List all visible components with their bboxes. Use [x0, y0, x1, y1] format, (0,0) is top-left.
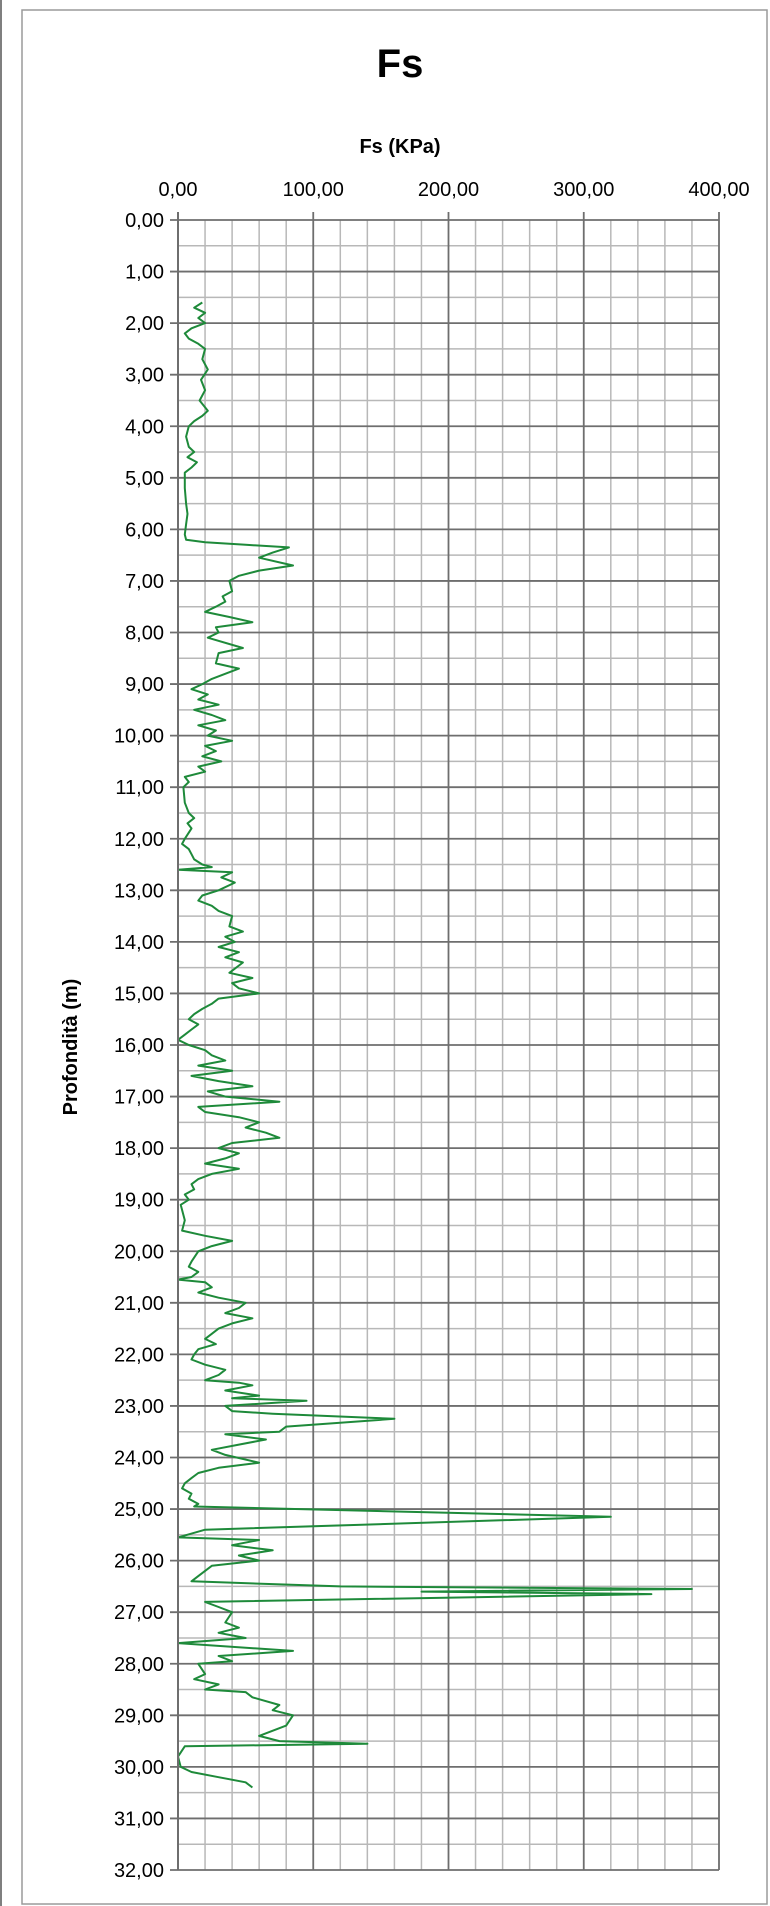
y-tick-label: 11,00: [115, 777, 164, 799]
y-tick-label: 6,00: [125, 519, 164, 541]
y-tick-label: 4,00: [125, 416, 164, 438]
x-axis-label: Fs (KPa): [359, 136, 440, 158]
y-tick-label: 12,00: [114, 829, 164, 851]
fs-series-line: [177, 301, 693, 1789]
y-tick-labels: 0,00 1,00 2,00 3,00 4,00 5,00 6,00 7,00 8,00 9,00…: [114, 210, 164, 1882]
y-tick-label: 19,00: [114, 1190, 164, 1212]
y-tick-label: 18,00: [114, 1138, 164, 1160]
y-tick-label: 28,00: [114, 1654, 164, 1676]
y-tick-label: 32,00: [114, 1860, 164, 1882]
y-tick-label: 3,00: [125, 365, 164, 387]
y-tick-label: 24,00: [114, 1448, 164, 1470]
y-tick-label: 13,00: [114, 880, 164, 902]
y-tick-label: 8,00: [125, 623, 164, 645]
x-tick-label: 200,00: [418, 179, 479, 201]
x-tick-label: 100,00: [283, 179, 344, 201]
x-tick-label: 400,00: [688, 179, 749, 201]
y-axis-label: Profondità (m): [60, 979, 82, 1116]
series-layer: [177, 301, 693, 1789]
y-tick-label: 23,00: [114, 1396, 164, 1418]
y-tick-label: 2,00: [125, 313, 164, 335]
y-tick-label: 5,00: [125, 468, 164, 490]
y-tick-label: 17,00: [114, 1087, 164, 1109]
x-tick-label: 0,00: [159, 179, 198, 201]
y-tick-label: 9,00: [125, 674, 164, 696]
y-tick-label: 29,00: [114, 1705, 164, 1727]
x-tick-labels: 0,00 100,00 200,00 300,00 400,00: [159, 179, 750, 201]
x-tick-label: 300,00: [553, 179, 614, 201]
chart-border: [21, 9, 768, 1905]
y-tick-label: 16,00: [114, 1035, 164, 1057]
y-tick-label: 15,00: [114, 983, 164, 1005]
y-tick-label: 31,00: [114, 1808, 164, 1830]
y-tick-label: 0,00: [125, 210, 164, 232]
y-tick-label: 22,00: [114, 1344, 164, 1366]
y-tick-label: 10,00: [114, 726, 164, 748]
y-tick-label: 30,00: [114, 1757, 164, 1779]
y-tick-label: 27,00: [114, 1602, 164, 1624]
y-tick-label: 7,00: [125, 571, 164, 593]
y-tick-label: 14,00: [114, 932, 164, 954]
chart-title: Fs: [377, 42, 424, 86]
y-tick-label: 21,00: [114, 1293, 164, 1315]
y-tick-label: 1,00: [125, 262, 164, 284]
y-tick-label: 25,00: [114, 1499, 164, 1521]
y-tick-label: 20,00: [114, 1241, 164, 1263]
y-tick-label: 26,00: [114, 1551, 164, 1573]
